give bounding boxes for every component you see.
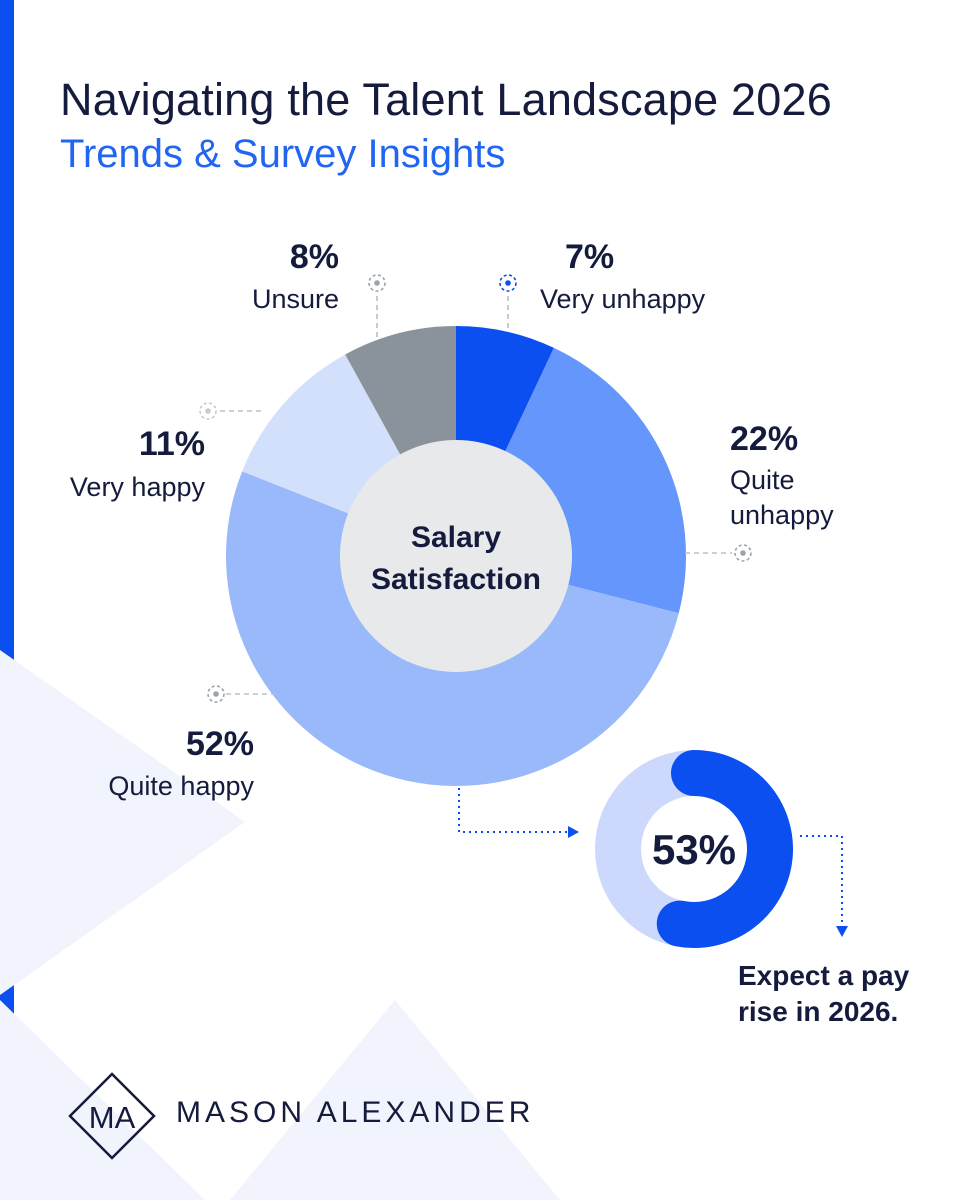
pay-rise-value: 53%: [652, 826, 736, 873]
data-label-quite-unhappy-name: unhappy: [730, 500, 834, 530]
leader-marker-dot: [205, 408, 211, 414]
background-diamond: [0, 1000, 205, 1200]
page-title: Navigating the Talent Landscape 2026: [60, 74, 832, 125]
data-label-quite-happy-value: 52%: [186, 725, 254, 763]
data-label-very-unhappy-value: 7%: [565, 238, 614, 276]
pay-rise-arc: [656, 750, 793, 948]
logo-wordmark: MASON ALEXANDER: [176, 1096, 535, 1129]
logo-monogram: MA: [89, 1100, 136, 1135]
leader-marker-dot: [740, 550, 746, 556]
data-label-unsure-value: 8%: [290, 238, 339, 276]
mason-alexander-logo-mark: MA: [68, 1072, 156, 1160]
data-label-unsure-name: Unsure: [252, 284, 339, 314]
background-diamond: [0, 650, 245, 995]
leader-marker-dot: [374, 280, 380, 286]
data-label-quite-unhappy-value: 22%: [730, 420, 798, 458]
pay-rise-caption: Expect a pay: [738, 960, 910, 991]
donut-center-label: Satisfaction: [371, 563, 541, 596]
data-label-quite-happy-name: Quite happy: [108, 771, 254, 801]
pay-rise-caption: rise in 2026.: [738, 996, 898, 1027]
pay-rise-donut: 53% Expect a pay rise in 2026.: [458, 750, 910, 1027]
data-label-very-unhappy-name: Very unhappy: [540, 284, 706, 314]
data-label-very-happy-name: Very happy: [70, 472, 206, 502]
connector-arrow: [458, 788, 568, 833]
donut-center: [340, 440, 572, 672]
connector-arrow: [800, 835, 843, 924]
background-diamond: [230, 1000, 560, 1200]
data-label-quite-unhappy-name: Quite: [730, 465, 795, 495]
connector-arrowhead: [568, 826, 579, 838]
leader-marker-dot: [213, 691, 219, 697]
data-label-very-happy-value: 11%: [139, 425, 205, 463]
page-subtitle: Trends & Survey Insights: [60, 132, 506, 176]
donut-center-label: Salary: [411, 521, 501, 554]
connector-arrowhead: [836, 926, 848, 937]
salary-satisfaction-labels: 7% Very unhappy 22% Quite unhappy 52% Quite ha…: [70, 238, 834, 801]
salary-satisfaction-donut: Salary Satisfaction: [225, 326, 686, 787]
leader-marker-dot: [505, 280, 511, 286]
